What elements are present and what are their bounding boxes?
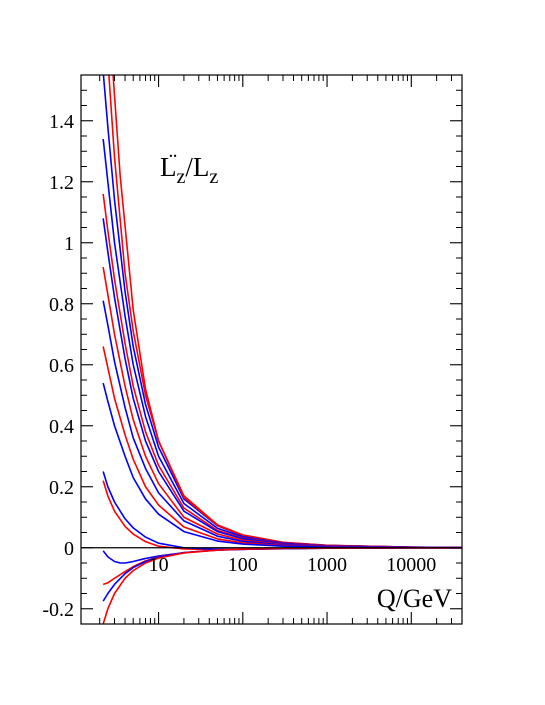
annotation-slash: /L [185, 152, 209, 182]
annotation-main: L [160, 152, 177, 182]
curves [102, 75, 462, 624]
x-tick-labels: 10 100 1000 10000 [149, 554, 437, 576]
y-tick-label: 0 [64, 538, 74, 560]
plot-annotation: Lz/Lz [160, 152, 218, 188]
annotation-dots: ¨ [169, 150, 177, 176]
y-tick-label: 0.6 [49, 355, 74, 377]
x-axis-label: Q/GeV [377, 584, 452, 613]
series-line-4 [102, 138, 462, 549]
y-tick-label: 1.4 [49, 111, 74, 133]
series-line-9 [102, 346, 462, 549]
series-line-8 [102, 300, 462, 549]
x-tick-label: 1000 [307, 554, 347, 576]
series-line-2 [102, 75, 462, 549]
y-tick-label: 0.2 [49, 477, 74, 499]
series-line-12 [102, 471, 462, 551]
y-tick-label: 0.8 [49, 294, 74, 316]
series-line-5 [102, 193, 462, 549]
series-line-7 [102, 267, 462, 549]
y-tick-label: 1.2 [49, 172, 74, 194]
y-tick-label: -0.2 [42, 599, 74, 621]
annotation-sub-2: z [209, 166, 218, 188]
x-tick-label: 10000 [386, 554, 436, 576]
tick-marks [81, 74, 463, 625]
y-tick-labels: -0.2 0 0.2 0.4 0.6 0.8 1 1.2 1.4 [42, 111, 74, 621]
series-line-10 [102, 382, 462, 549]
series-line-6 [102, 218, 462, 549]
annotation-sub-1: z [177, 166, 186, 188]
x-tick-label: 10 [149, 554, 169, 576]
y-tick-label: 1 [64, 233, 74, 255]
y-tick-label: 0.4 [49, 416, 74, 438]
x-tick-label: 100 [228, 554, 258, 576]
